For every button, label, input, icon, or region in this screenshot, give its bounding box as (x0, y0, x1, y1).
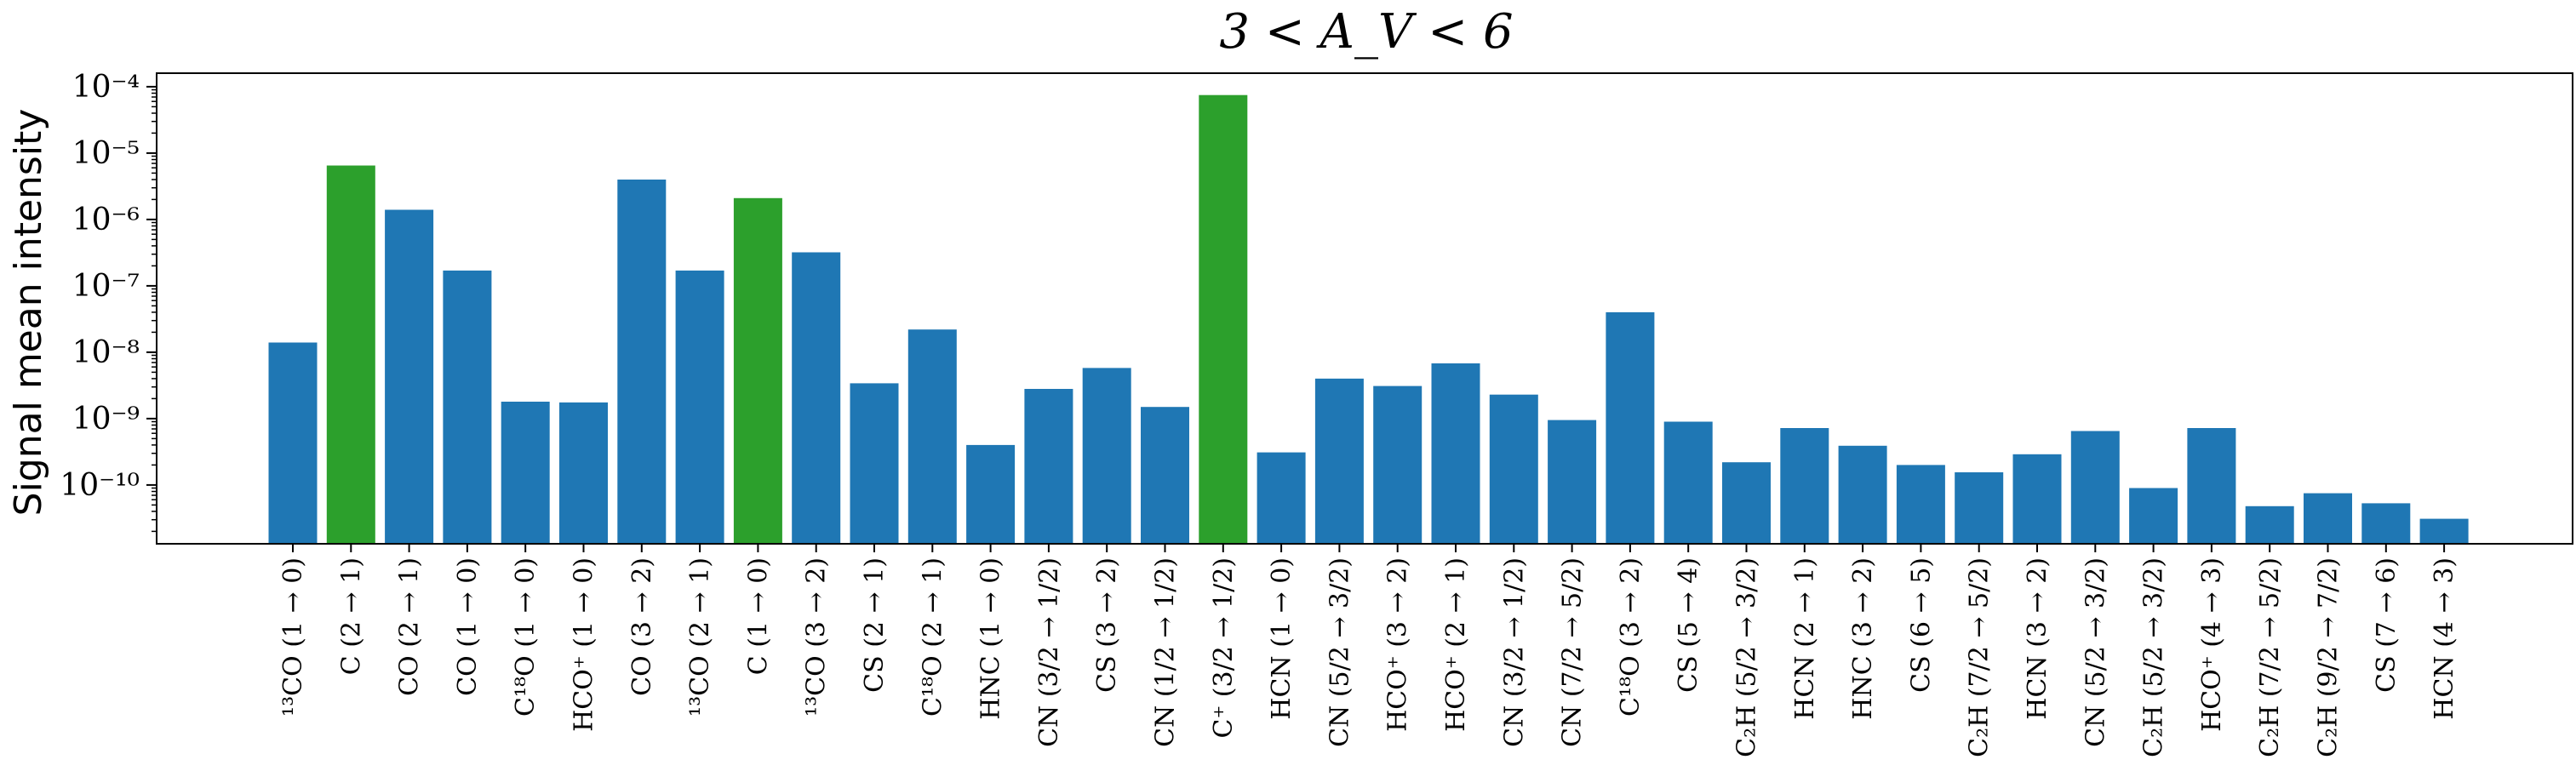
x-tick-label: C⁺ (3/2 → 1/2) (1209, 557, 1239, 739)
chart-title: 3 < A_V < 6 (1219, 4, 1513, 60)
x-tick-label: ¹³CO (2 → 1) (685, 557, 715, 717)
x-tick-label: C₂H (5/2 → 3/2) (2139, 557, 2169, 757)
plot-area-frame (156, 72, 2573, 545)
y-tick-label: 10⁻⁶ (72, 203, 140, 237)
bar (1082, 368, 1131, 544)
bar (1314, 378, 1364, 544)
y-tick-label: 10⁻⁵ (72, 136, 140, 171)
bar (559, 402, 608, 544)
x-tick-label: CN (5/2 → 3/2) (1325, 557, 1354, 747)
bar (1257, 452, 1306, 544)
x-tick-label: CS (7 → 6) (2372, 557, 2401, 693)
bar (1955, 472, 2004, 544)
bar (2070, 431, 2120, 544)
x-tick-label: C₂H (5/2 → 3/2) (1732, 557, 1762, 757)
bar (2245, 505, 2294, 544)
y-axis-ticks: 10⁻¹⁰ 10⁻⁹ 10⁻⁸ 10⁻⁷ 10⁻⁶ 10⁻⁵ 10⁻⁴ (60, 70, 157, 533)
bar (326, 165, 375, 544)
bar (501, 402, 550, 544)
x-tick-label: C₂H (7/2 → 5/2) (1965, 557, 1995, 757)
x-tick-label: HCN (4 → 3) (2430, 557, 2459, 720)
bar (792, 252, 841, 544)
bar (1663, 421, 1713, 544)
bar (1141, 407, 1189, 544)
x-tick-label: ¹³CO (1 → 0) (278, 557, 308, 717)
x-tick-label: HCO⁺ (3 → 2) (1383, 557, 1413, 732)
x-tick-label: CS (5 → 4) (1674, 557, 1703, 693)
y-axis-label: Signal mean intensity (7, 109, 50, 517)
bar (850, 383, 899, 544)
x-tick-label: CN (3/2 → 1/2) (1034, 557, 1064, 747)
x-tick-label: C₂H (7/2 → 5/2) (2255, 557, 2285, 757)
bar (1024, 389, 1073, 544)
bar (2129, 488, 2178, 544)
bar (443, 270, 492, 544)
x-tick-label: C¹⁸O (3 → 2) (1616, 557, 1646, 717)
x-tick-label: HCN (2 → 1) (1790, 557, 1820, 720)
bar (1373, 386, 1423, 544)
x-tick-label: CN (5/2 → 3/2) (2081, 557, 2110, 747)
y-tick-label: 10⁻⁴ (72, 70, 140, 105)
bar (675, 270, 724, 544)
bar (907, 329, 957, 544)
bar (1780, 428, 1829, 544)
bar (966, 444, 1016, 544)
bar (1199, 94, 1248, 544)
x-tick-label: C¹⁸O (2 → 1) (918, 557, 947, 717)
bar (1489, 394, 1538, 544)
y-tick-label: 10⁻⁸ (72, 335, 140, 370)
x-tick-label: CO (3 → 2) (627, 557, 657, 696)
bar (1722, 462, 1771, 544)
bars-group (268, 94, 2469, 545)
x-tick-label: HNC (3 → 2) (1848, 557, 1878, 720)
x-tick-label: HCO⁺ (4 → 3) (2197, 557, 2227, 732)
x-tick-label: CN (7/2 → 5/2) (1558, 557, 1588, 747)
bar (1606, 311, 1655, 544)
bar (1838, 445, 1887, 544)
bar (2304, 493, 2352, 544)
x-tick-label: HCN (3 → 2) (2023, 557, 2052, 720)
x-tick-label: HNC (1 → 0) (976, 557, 1006, 720)
bar (1431, 363, 1480, 544)
x-tick-label: HCN (1 → 0) (1267, 557, 1297, 720)
x-tick-label: HCO⁺ (2 → 1) (1441, 557, 1471, 732)
bar (1896, 465, 1945, 544)
y-tick-label: 10⁻⁹ (72, 402, 140, 437)
x-tick-label: C (2 → 1) (336, 557, 366, 675)
y-tick-label: 10⁻¹⁰ (60, 468, 140, 503)
x-tick-label: CO (2 → 1) (395, 557, 425, 696)
x-tick-label: CO (1 → 0) (453, 557, 483, 696)
x-tick-label: ¹³CO (3 → 2) (802, 557, 832, 717)
bar (2012, 454, 2062, 544)
bar (2361, 503, 2411, 544)
x-tick-label: CN (1/2 → 1/2) (1151, 557, 1181, 747)
bar (268, 342, 318, 544)
x-tick-label: CS (3 → 2) (1092, 557, 1122, 693)
bar (617, 180, 667, 544)
bar (385, 209, 434, 544)
x-tick-label: CS (6 → 5) (1906, 557, 1936, 693)
x-tick-label: C (1 → 0) (743, 557, 773, 675)
bar (733, 197, 782, 545)
y-tick-label: 10⁻⁷ (72, 269, 140, 304)
x-tick-label: CS (2 → 1) (860, 557, 890, 693)
x-tick-label: HCO⁺ (1 → 0) (570, 557, 599, 732)
bar (2187, 428, 2236, 544)
x-tick-label: C¹⁸O (1 → 0) (511, 557, 541, 717)
x-axis-ticks: ¹³CO (1 → 0) C (2 → 1) CO (2 → 1) CO (1 → 0… (278, 544, 2459, 757)
bar (1548, 420, 1597, 544)
x-tick-label: C₂H (9/2 → 7/2) (2314, 557, 2344, 757)
bar (2419, 518, 2469, 544)
x-tick-label: CN (3/2 → 1/2) (1499, 557, 1529, 747)
